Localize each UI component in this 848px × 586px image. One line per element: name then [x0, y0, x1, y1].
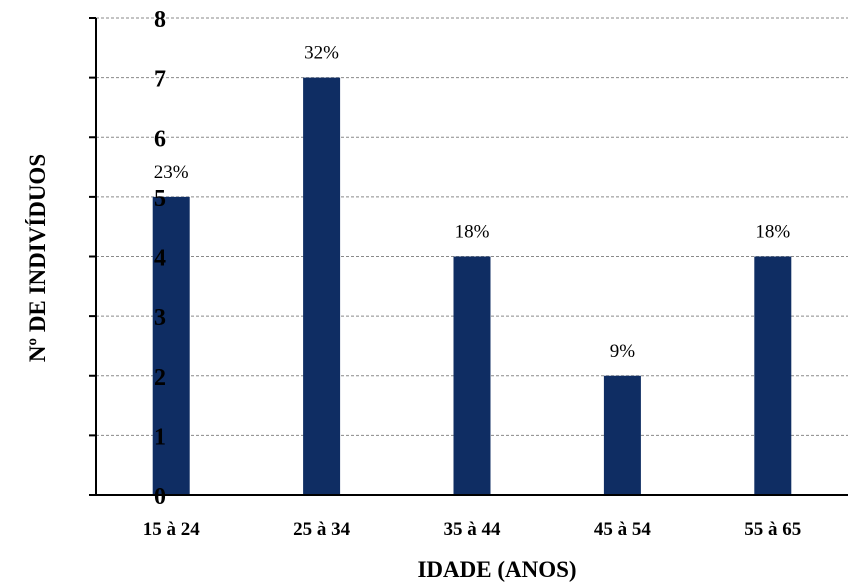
- data-label: 23%: [154, 162, 189, 183]
- y-tick-label: 1: [154, 424, 166, 450]
- y-tick-label: 0: [154, 484, 166, 510]
- y-tick-labels: 0 1 2 3 4 5 6 7 8: [154, 7, 166, 510]
- bar: [152, 196, 190, 495]
- bar: [754, 256, 792, 495]
- bar: [453, 256, 491, 495]
- x-tick-label: 45 à 54: [594, 519, 652, 540]
- x-tick-label: 15 à 24: [143, 519, 201, 540]
- bar: [603, 375, 641, 495]
- data-label: 9%: [610, 341, 636, 362]
- y-tick-label: 8: [154, 7, 166, 33]
- y-tick-label: 3: [154, 305, 166, 331]
- y-tick-label: 2: [154, 365, 166, 391]
- x-tick-label: 55 à 65: [744, 519, 801, 540]
- data-label: 18%: [455, 222, 490, 243]
- data-labels: 23% 32% 18% 9% 18%: [154, 43, 791, 362]
- data-label: 32%: [304, 43, 339, 64]
- x-tick-label: 25 à 34: [293, 519, 351, 540]
- x-axis-title: IDADE (ANOS): [417, 557, 576, 582]
- y-axis-title: Nº DE INDIVÍDUOS: [25, 154, 50, 362]
- y-tick-label: 7: [154, 67, 166, 93]
- y-tick-label: 5: [154, 186, 166, 212]
- x-tick-labels: 15 à 24 25 à 34 35 à 44 45 à 54 55 à 65: [143, 519, 802, 540]
- x-tick-label: 35 à 44: [444, 519, 502, 540]
- bar: [303, 77, 341, 495]
- y-tick-label: 4: [154, 246, 166, 272]
- axes: [89, 17, 848, 496]
- bars: [152, 77, 792, 495]
- data-label: 18%: [755, 222, 790, 243]
- y-tick-label: 6: [154, 126, 166, 152]
